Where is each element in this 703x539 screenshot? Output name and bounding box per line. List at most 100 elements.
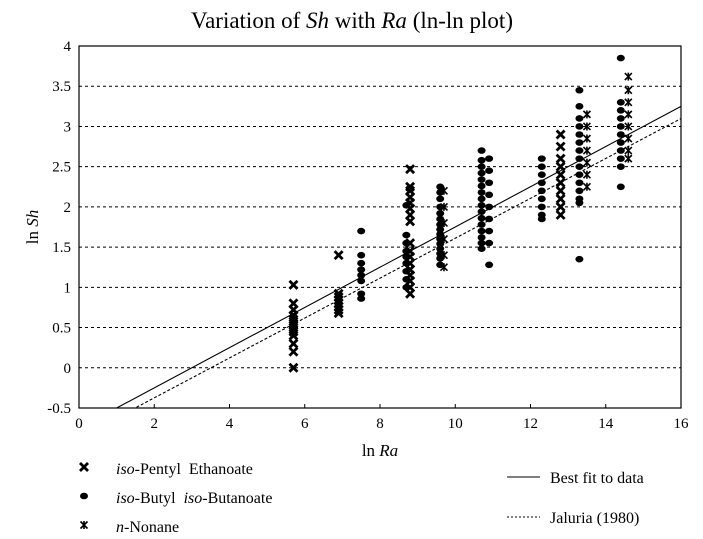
dot-mark xyxy=(575,103,584,110)
dot-mark xyxy=(436,195,445,203)
dot-mark xyxy=(616,115,625,122)
data-point xyxy=(333,308,344,319)
data-point xyxy=(537,163,546,170)
data-point xyxy=(436,226,445,233)
data-point xyxy=(402,201,411,209)
x-mark xyxy=(555,141,566,152)
dot-mark xyxy=(477,201,486,209)
dot-mark xyxy=(357,259,366,267)
x-tick-label: 16 xyxy=(674,416,690,432)
data-point xyxy=(555,193,566,204)
data-point xyxy=(439,186,449,195)
data-point xyxy=(616,131,625,138)
dot-mark xyxy=(357,290,366,298)
asterisk-mark xyxy=(624,122,633,131)
dot-mark xyxy=(575,179,584,187)
data-point xyxy=(582,110,592,119)
data-point xyxy=(575,115,584,122)
data-point xyxy=(288,279,299,290)
data-point xyxy=(575,179,584,187)
legend-entry-jaluria: Jaluria (1980) xyxy=(507,510,639,527)
data-point xyxy=(575,199,584,207)
y-tick-label: 3.5 xyxy=(52,79,71,95)
dot-mark xyxy=(537,171,546,179)
x-mark xyxy=(555,201,566,212)
asterisk-mark xyxy=(439,186,449,195)
dot-mark xyxy=(357,251,366,259)
dot-mark xyxy=(575,255,584,263)
data-point xyxy=(477,156,486,164)
data-point xyxy=(288,338,299,349)
data-point xyxy=(575,123,584,130)
asterisk-mark xyxy=(582,170,592,179)
data-point xyxy=(485,167,494,174)
data-point xyxy=(624,72,633,81)
legend-label-jaluria: Jaluria (1980) xyxy=(550,510,639,527)
dot-mark xyxy=(485,227,494,235)
dot-mark xyxy=(436,250,445,257)
data-point xyxy=(402,231,411,239)
data-point xyxy=(402,253,411,261)
dot-mark xyxy=(436,230,445,238)
x-mark xyxy=(555,153,566,164)
data-point xyxy=(575,171,584,179)
data-point xyxy=(555,141,566,152)
data-point xyxy=(402,239,411,247)
dot-mark xyxy=(537,179,546,187)
data-point xyxy=(537,179,546,187)
data-point xyxy=(555,209,566,220)
data-point xyxy=(439,218,449,228)
dot-mark xyxy=(575,139,584,146)
asterisk-mark xyxy=(439,235,449,244)
data-point xyxy=(402,275,411,283)
data-point xyxy=(624,86,633,95)
x-tick-labels: 0 2 4 6 8 10 12 14 16 xyxy=(75,404,689,432)
data-point xyxy=(582,170,592,179)
dot-mark xyxy=(402,275,411,283)
asterisk-mark xyxy=(582,182,592,191)
dot-mark xyxy=(477,221,486,228)
legend-entry-butyl: iso-Butyl iso-Butanoate xyxy=(80,490,272,507)
data-point xyxy=(405,164,416,175)
y-tick-label: 3 xyxy=(64,119,72,135)
dot-mark xyxy=(537,215,546,223)
dot-mark xyxy=(616,54,625,62)
dot-mark xyxy=(436,245,445,253)
dot-mark xyxy=(485,167,494,174)
data-point xyxy=(357,227,366,235)
dot-mark xyxy=(357,277,366,285)
x-mark xyxy=(555,193,566,204)
legend-entry-pentyl: iso-Pentyl Ethanoate xyxy=(79,461,253,478)
best-fit-line xyxy=(115,105,681,408)
legend-label-nonane: n-Nonane xyxy=(116,519,179,536)
dot-mark xyxy=(477,156,486,164)
dot-mark xyxy=(575,187,584,195)
data-point xyxy=(537,215,546,223)
x-mark xyxy=(405,216,416,227)
data-point xyxy=(485,191,494,199)
data-point xyxy=(357,259,366,267)
dot-mark xyxy=(485,261,494,269)
data-point xyxy=(288,346,299,357)
dot-mark xyxy=(485,215,494,223)
data-point xyxy=(485,227,494,235)
data-point xyxy=(555,129,566,140)
data-point xyxy=(477,234,486,241)
x-mark xyxy=(333,308,344,319)
dot-mark xyxy=(575,171,584,179)
data-point xyxy=(436,210,445,217)
dot-mark xyxy=(80,492,88,500)
data-point xyxy=(439,251,449,260)
dot-mark xyxy=(477,189,486,196)
dot-mark xyxy=(616,131,625,138)
y-tick-label: 2 xyxy=(64,200,72,216)
dot-mark xyxy=(616,147,625,154)
dot-mark xyxy=(575,199,584,207)
dot-mark xyxy=(357,266,366,273)
dot-mark xyxy=(477,176,486,183)
dot-mark xyxy=(402,267,411,275)
legend-marker xyxy=(79,520,89,530)
y-tick-labels: -0.5 0 0.5 1 1.5 2 2.5 3 3.5 4 xyxy=(47,39,71,417)
data-point xyxy=(436,189,445,196)
legend-label-pentyl: iso-Pentyl Ethanoate xyxy=(116,461,253,478)
